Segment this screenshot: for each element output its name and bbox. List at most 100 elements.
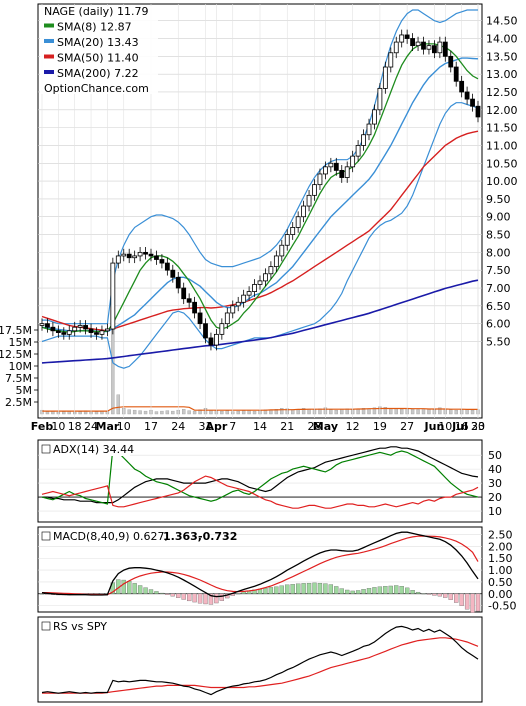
- legend-swatch: [44, 23, 54, 28]
- candle-up: [399, 34, 405, 43]
- volume-bar: [301, 408, 306, 415]
- volume-bar: [400, 409, 404, 415]
- candle-up: [230, 305, 236, 314]
- rs-line: [41, 625, 479, 696]
- volume-bar: [356, 409, 360, 415]
- candle-down: [83, 325, 88, 330]
- adx-legend-swatch: [41, 444, 51, 454]
- candle-up: [132, 255, 138, 259]
- volume-y-tick-label: 7.5M: [5, 372, 32, 385]
- macd-histogram-bar: [214, 593, 219, 604]
- volume-bar: [367, 408, 371, 415]
- volume-bar: [307, 409, 311, 415]
- macd-histogram-bar: [170, 593, 175, 597]
- candle-up: [137, 251, 143, 257]
- candle-up: [268, 266, 274, 275]
- candle-down: [448, 55, 454, 68]
- candle-up: [110, 262, 116, 330]
- macd-histogram-bar: [339, 588, 344, 594]
- macd-histogram-bar: [301, 583, 306, 594]
- macd-histogram-bar: [219, 593, 225, 601]
- macd-histogram-bar: [334, 586, 339, 594]
- price-y-tick-label: 13.50: [486, 50, 518, 63]
- volume-bar: [154, 411, 159, 415]
- macd-histogram-bar: [186, 593, 192, 602]
- adx-y-tick-label: 10: [488, 505, 502, 518]
- x-axis-label: Feb: [31, 420, 54, 433]
- price-y-tick-label: 14.50: [486, 15, 518, 28]
- candle-down: [45, 323, 50, 328]
- volume-bar: [470, 409, 475, 415]
- price-y-tick-label: 9.00: [486, 211, 511, 224]
- volume-bar: [454, 409, 458, 415]
- candle-down: [192, 301, 198, 314]
- x-axis-label: 14: [253, 420, 267, 433]
- macd-y-tick-label: 0.50: [488, 576, 513, 589]
- candle-up: [382, 66, 388, 89]
- volume-bar: [94, 411, 99, 415]
- candle-down: [61, 332, 67, 335]
- candle-down: [339, 169, 345, 178]
- candle-up: [284, 234, 290, 246]
- candle-up: [115, 255, 121, 264]
- macd-histogram-bar: [279, 585, 284, 594]
- candle-up: [252, 284, 257, 292]
- legend-entry: SMA(8) 12.87: [57, 21, 132, 34]
- volume-bar: [394, 408, 398, 415]
- x-axis-label: 10: [117, 420, 131, 433]
- macd-histogram-bar: [366, 588, 372, 594]
- price-y-tick-label: 10.50: [486, 157, 518, 170]
- volume-bar: [127, 409, 131, 415]
- price-y-tick-label: 13.00: [486, 68, 518, 81]
- macd-histogram-bar: [203, 593, 208, 605]
- x-axis-label: 30: [471, 420, 485, 433]
- candle-down: [404, 34, 410, 39]
- x-axis-label: May: [313, 420, 338, 433]
- macd-histogram-bar: [165, 593, 170, 595]
- macd-histogram-bar: [295, 583, 301, 594]
- adx-line: [42, 446, 479, 504]
- x-axis-label: Apr: [205, 420, 227, 433]
- adx-legend-box: [40, 442, 130, 456]
- x-axis-label: Mar: [96, 420, 120, 433]
- macd-histogram-bar: [274, 586, 279, 594]
- rs-ma-line: [42, 637, 479, 694]
- macd-histogram-bar: [208, 593, 214, 605]
- candle-down: [186, 298, 192, 303]
- candle-down: [421, 41, 426, 50]
- volume-bar: [171, 410, 175, 415]
- candle-down: [50, 326, 56, 332]
- macd-histogram-bar: [312, 582, 317, 594]
- macd-legend-swatch: [41, 531, 51, 541]
- candle-up: [350, 155, 356, 168]
- candle-up: [317, 173, 323, 186]
- candle-up: [388, 52, 394, 68]
- macd-histogram-bar: [448, 593, 453, 600]
- candle-down: [442, 41, 448, 57]
- macd-histogram-bar: [317, 582, 323, 594]
- price-y-tick-label: 8.00: [486, 246, 511, 259]
- adx-y-tick-label: 20: [488, 491, 502, 504]
- adx-y-tick-label: 40: [488, 463, 502, 476]
- price-y-tick-label: 8.50: [486, 229, 511, 242]
- candle-up: [415, 41, 421, 47]
- candle-up: [105, 328, 110, 332]
- macd-histogram-bar: [355, 590, 361, 594]
- macd-histogram-bar: [143, 587, 148, 594]
- candle-up: [77, 325, 83, 328]
- legend-swatch: [44, 54, 54, 59]
- price-y-tick-label: 11.50: [486, 122, 518, 135]
- macd-histogram-bar: [263, 587, 268, 594]
- macd-histogram-bar: [154, 591, 159, 594]
- macd-histogram-bar: [197, 593, 203, 604]
- x-axis-label: 28: [308, 420, 322, 433]
- volume-bar: [372, 407, 377, 415]
- macd-histogram-bar: [415, 591, 421, 594]
- x-axis-label: 7: [229, 420, 236, 433]
- macd-histogram-bar: [394, 585, 399, 594]
- candle-down: [459, 80, 465, 93]
- volume-bar: [280, 408, 284, 415]
- volume-bar: [361, 408, 366, 415]
- candle-up: [322, 166, 328, 175]
- price-y-tick-label: 14.00: [486, 33, 518, 46]
